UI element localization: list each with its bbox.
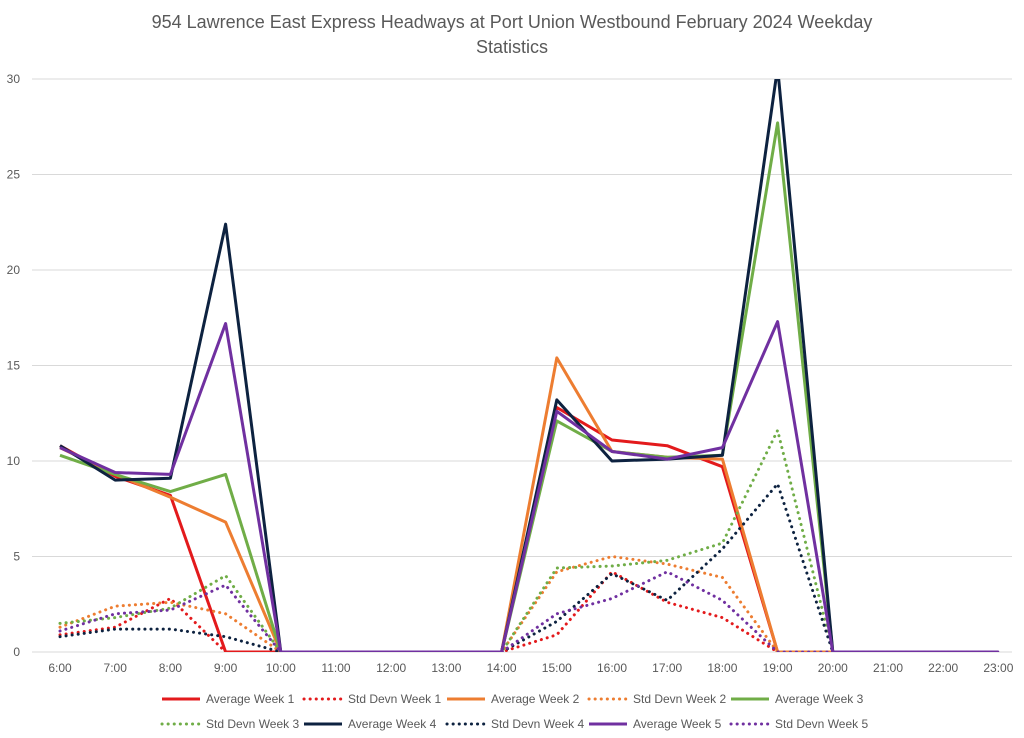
series-line-10 bbox=[58, 570, 1000, 652]
y-tick-label: 20 bbox=[7, 263, 21, 277]
series-line-7 bbox=[59, 79, 999, 652]
chart-title-continued: Statistics bbox=[475, 37, 549, 57]
series-line-9 bbox=[59, 320, 999, 652]
x-tick-label: 23:00 bbox=[983, 661, 1013, 675]
series-line-8 bbox=[58, 482, 1000, 652]
x-tick-label: 20:00 bbox=[818, 661, 848, 675]
legend-label: Average Week 4 bbox=[348, 717, 437, 731]
legend-label: Std Devn Week 2 bbox=[633, 692, 726, 706]
x-tick-label: 18:00 bbox=[707, 661, 737, 675]
x-tick-label: 10:00 bbox=[266, 661, 296, 675]
x-tick-label: 7:00 bbox=[104, 661, 128, 675]
x-tick-label: 12:00 bbox=[376, 661, 406, 675]
x-tick-label: 17:00 bbox=[652, 661, 682, 675]
legend-label: Average Week 3 bbox=[775, 692, 864, 706]
y-tick-label: 30 bbox=[7, 72, 21, 86]
x-tick-label: 8:00 bbox=[159, 661, 183, 675]
series-line-3 bbox=[59, 356, 999, 652]
y-tick-label: 0 bbox=[13, 645, 20, 659]
x-tick-label: 15:00 bbox=[542, 661, 572, 675]
x-tick-label: 9:00 bbox=[214, 661, 238, 675]
y-tick-label: 25 bbox=[7, 168, 21, 182]
legend-label: Std Devn Week 3 bbox=[206, 717, 299, 731]
x-tick-label: 22:00 bbox=[928, 661, 958, 675]
x-tick-label: 14:00 bbox=[487, 661, 517, 675]
legend-label: Average Week 5 bbox=[633, 717, 722, 731]
x-tick-label: 6:00 bbox=[48, 661, 72, 675]
x-tick-label: 19:00 bbox=[763, 661, 793, 675]
legend-label: Std Devn Week 4 bbox=[491, 717, 584, 731]
x-tick-label: 11:00 bbox=[321, 661, 350, 675]
legend-label: Average Week 1 bbox=[206, 692, 295, 706]
y-tick-label: 15 bbox=[7, 359, 21, 373]
y-tick-label: 5 bbox=[13, 550, 20, 564]
legend-label: Average Week 2 bbox=[491, 692, 580, 706]
chart-title: 954 Lawrence East Express Headways at Po… bbox=[151, 12, 873, 32]
x-tick-label: 13:00 bbox=[431, 661, 461, 675]
x-tick-label: 16:00 bbox=[597, 661, 627, 675]
series-line-4 bbox=[58, 555, 1000, 652]
legend-label: Std Devn Week 5 bbox=[775, 717, 868, 731]
x-tick-label: 21:00 bbox=[873, 661, 903, 675]
series-line-2 bbox=[58, 570, 1000, 652]
series-line-6 bbox=[58, 428, 1000, 652]
y-tick-label: 10 bbox=[7, 454, 21, 468]
legend-label: Std Devn Week 1 bbox=[348, 692, 441, 706]
